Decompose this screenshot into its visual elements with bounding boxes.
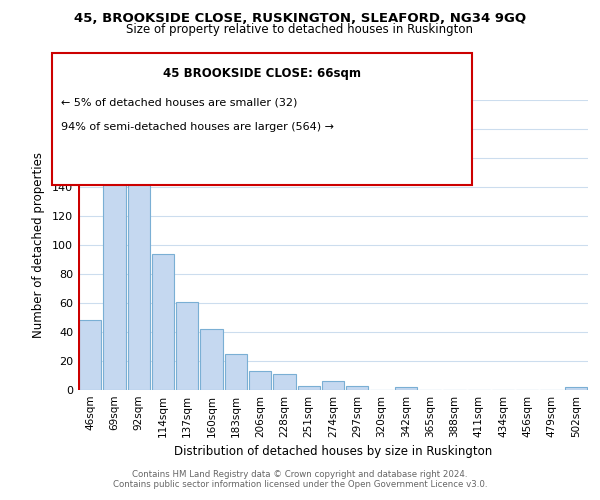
Text: Contains HM Land Registry data © Crown copyright and database right 2024.
Contai: Contains HM Land Registry data © Crown c…: [113, 470, 487, 489]
Text: Size of property relative to detached houses in Ruskington: Size of property relative to detached ho…: [127, 22, 473, 36]
Text: 45 BROOKSIDE CLOSE: 66sqm: 45 BROOKSIDE CLOSE: 66sqm: [163, 68, 361, 80]
Bar: [298, 386, 320, 390]
Bar: [152, 254, 174, 390]
Y-axis label: Number of detached properties: Number of detached properties: [32, 152, 45, 338]
Bar: [249, 371, 271, 390]
Text: 45, BROOKSIDE CLOSE, RUSKINGTON, SLEAFORD, NG34 9GQ: 45, BROOKSIDE CLOSE, RUSKINGTON, SLEAFOR…: [74, 12, 526, 26]
Text: ← 5% of detached houses are smaller (32): ← 5% of detached houses are smaller (32): [61, 98, 298, 108]
Bar: [273, 374, 296, 390]
Bar: [103, 184, 125, 390]
Bar: [346, 386, 368, 390]
Bar: [322, 382, 344, 390]
Bar: [128, 156, 150, 390]
Bar: [224, 354, 247, 390]
X-axis label: Distribution of detached houses by size in Ruskington: Distribution of detached houses by size …: [174, 446, 492, 458]
Bar: [395, 387, 417, 390]
Bar: [200, 329, 223, 390]
Bar: [176, 302, 199, 390]
Text: 94% of semi-detached houses are larger (564) →: 94% of semi-detached houses are larger (…: [61, 122, 334, 132]
Bar: [565, 387, 587, 390]
Bar: [79, 320, 101, 390]
